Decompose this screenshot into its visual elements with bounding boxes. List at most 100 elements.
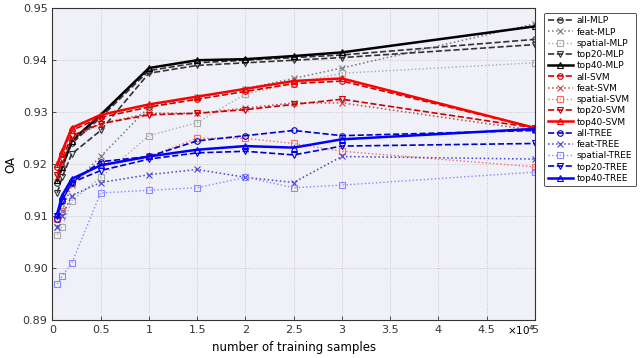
top20-TREE bbox=[97, 168, 104, 173]
Line: top40-SVM: top40-SVM bbox=[54, 75, 538, 168]
all-MLP bbox=[531, 37, 539, 42]
all-SVM bbox=[290, 82, 298, 86]
spatial-TREE bbox=[241, 175, 249, 179]
all-MLP bbox=[290, 55, 298, 60]
top40-SVM bbox=[338, 76, 346, 81]
Line: spatial-MLP: spatial-MLP bbox=[54, 60, 538, 237]
feat-MLP bbox=[58, 209, 66, 213]
spatial-SVM bbox=[54, 217, 61, 221]
spatial-MLP bbox=[241, 92, 249, 96]
feat-SVM bbox=[145, 111, 153, 115]
spatial-SVM bbox=[58, 209, 66, 213]
top20-SVM bbox=[193, 111, 201, 115]
Line: feat-TREE: feat-TREE bbox=[54, 153, 538, 230]
top20-MLP bbox=[54, 191, 61, 195]
feat-SVM bbox=[193, 111, 201, 115]
Line: all-SVM: all-SVM bbox=[54, 78, 538, 170]
all-SVM bbox=[531, 126, 539, 130]
top40-TREE bbox=[54, 212, 61, 216]
spatial-TREE bbox=[58, 274, 66, 278]
Line: top40-TREE: top40-TREE bbox=[54, 125, 538, 217]
all-MLP bbox=[58, 165, 66, 169]
top40-TREE bbox=[58, 193, 66, 198]
all-TREE bbox=[338, 134, 346, 138]
top20-MLP bbox=[290, 58, 298, 62]
all-TREE bbox=[290, 128, 298, 132]
top40-MLP bbox=[54, 178, 61, 182]
top20-MLP bbox=[97, 128, 104, 132]
feat-TREE bbox=[290, 180, 298, 185]
top40-SVM bbox=[145, 102, 153, 107]
top40-SVM bbox=[531, 126, 539, 130]
Line: all-TREE: all-TREE bbox=[54, 128, 538, 222]
top40-TREE bbox=[290, 145, 298, 150]
all-TREE bbox=[193, 139, 201, 143]
feat-MLP bbox=[68, 183, 76, 187]
all-TREE bbox=[97, 160, 104, 164]
top40-MLP bbox=[58, 165, 66, 169]
top20-MLP bbox=[58, 175, 66, 179]
Line: top40-MLP: top40-MLP bbox=[54, 23, 538, 183]
Y-axis label: OA: OA bbox=[4, 156, 17, 173]
spatial-MLP bbox=[290, 82, 298, 86]
all-SVM bbox=[241, 89, 249, 93]
top20-SVM bbox=[145, 113, 153, 117]
top40-MLP bbox=[97, 113, 104, 117]
Text: $\times 10^4$: $\times 10^4$ bbox=[507, 324, 535, 337]
Legend: all-MLP, feat-MLP, spatial-MLP, top20-MLP, top40-MLP, all-SVM, feat-SVM, spatial: all-MLP, feat-MLP, spatial-MLP, top20-ML… bbox=[544, 13, 636, 187]
top20-SVM bbox=[58, 157, 66, 161]
all-MLP bbox=[145, 68, 153, 73]
all-SVM bbox=[68, 128, 76, 132]
top20-SVM bbox=[97, 122, 104, 126]
spatial-TREE bbox=[145, 188, 153, 193]
feat-TREE bbox=[54, 224, 61, 229]
spatial-TREE bbox=[290, 185, 298, 190]
top20-MLP bbox=[145, 71, 153, 76]
feat-SVM bbox=[58, 162, 66, 166]
spatial-TREE bbox=[54, 282, 61, 286]
feat-TREE bbox=[531, 157, 539, 161]
feat-SVM bbox=[338, 101, 346, 105]
top20-TREE bbox=[241, 149, 249, 154]
spatial-SVM bbox=[290, 141, 298, 146]
top40-MLP bbox=[338, 50, 346, 54]
all-MLP bbox=[193, 61, 201, 65]
Line: feat-MLP: feat-MLP bbox=[54, 20, 538, 230]
all-SVM bbox=[145, 105, 153, 109]
top40-MLP bbox=[68, 139, 76, 143]
top20-SVM bbox=[338, 97, 346, 101]
top40-MLP bbox=[531, 24, 539, 29]
all-TREE bbox=[58, 199, 66, 203]
Line: spatial-TREE: spatial-TREE bbox=[54, 169, 538, 287]
spatial-SVM bbox=[241, 136, 249, 140]
top40-MLP bbox=[145, 66, 153, 70]
all-MLP bbox=[338, 53, 346, 57]
all-SVM bbox=[97, 115, 104, 120]
top40-TREE bbox=[193, 147, 201, 152]
all-MLP bbox=[68, 141, 76, 146]
spatial-SVM bbox=[531, 165, 539, 169]
all-TREE bbox=[531, 128, 539, 132]
top40-SVM bbox=[54, 162, 61, 166]
top20-SVM bbox=[68, 134, 76, 138]
top20-TREE bbox=[58, 199, 66, 203]
Line: feat-SVM: feat-SVM bbox=[54, 100, 538, 181]
feat-TREE bbox=[97, 180, 104, 185]
top40-TREE bbox=[145, 154, 153, 159]
feat-TREE bbox=[68, 193, 76, 198]
all-SVM bbox=[58, 152, 66, 156]
top20-SVM bbox=[531, 126, 539, 130]
spatial-SVM bbox=[97, 162, 104, 166]
feat-SVM bbox=[68, 136, 76, 140]
feat-SVM bbox=[97, 122, 104, 126]
feat-TREE bbox=[241, 175, 249, 179]
feat-SVM bbox=[54, 175, 61, 179]
feat-TREE bbox=[58, 214, 66, 218]
all-MLP bbox=[241, 58, 249, 62]
top20-SVM bbox=[54, 173, 61, 177]
all-TREE bbox=[68, 180, 76, 185]
all-MLP bbox=[54, 180, 61, 185]
top20-SVM bbox=[290, 102, 298, 107]
top40-SVM bbox=[68, 126, 76, 130]
feat-MLP bbox=[145, 105, 153, 109]
